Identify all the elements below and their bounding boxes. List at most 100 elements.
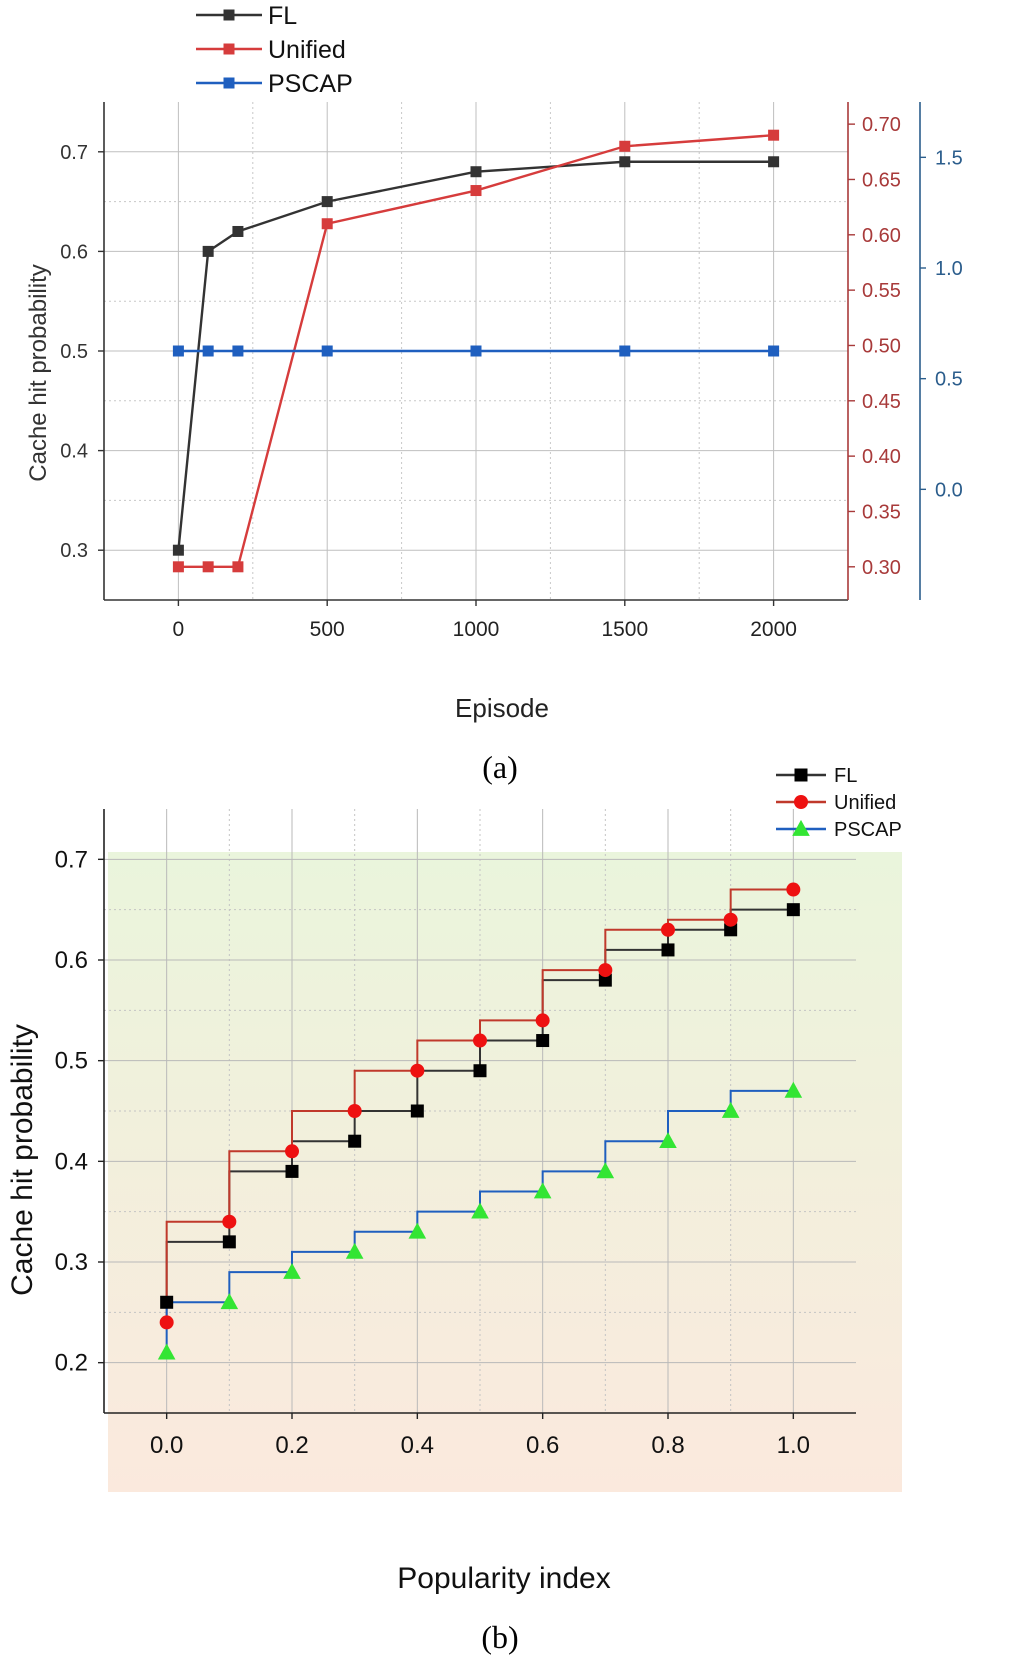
- chart-a-right-blue-tick-labels: 0.0 0.5 1.0 1.5: [935, 147, 963, 501]
- chart-b-unified-point: [222, 1214, 237, 1229]
- chart-b-x-tick-label: 0.0: [150, 1432, 183, 1459]
- chart-b-legend-unified-marker: [794, 795, 808, 809]
- chart-b-unified-point: [410, 1063, 425, 1078]
- chart-a-y-tick-label: 0.4: [60, 441, 88, 463]
- chart-b-x-tick-label: 1.0: [777, 1432, 810, 1459]
- chart-b-pscap-point: [533, 1182, 552, 1199]
- chart-a-x-axis-label: Episode: [455, 693, 549, 723]
- chart-a-legend-unified-label: Unified: [268, 36, 346, 64]
- chart-a-fl-point: [172, 544, 184, 556]
- chart-a-pscap-point: [232, 345, 244, 357]
- chart-b-y-tick-label: 0.4: [55, 1148, 88, 1175]
- chart-b-fl-point: [410, 1104, 424, 1118]
- chart-a-fl-point: [619, 156, 631, 168]
- chart-b-y-tick-label: 0.5: [55, 1048, 88, 1075]
- chart-a-pscap-point: [470, 345, 482, 357]
- chart-b-y-tick-label: 0.7: [55, 846, 88, 873]
- chart-a-x-tick-label: 1500: [601, 618, 648, 641]
- chart-a-right-red-tick-label: 0.40: [862, 446, 901, 468]
- chart-a-series: [172, 129, 780, 573]
- chart-a-caption: (a): [482, 749, 518, 785]
- chart-b-x-tick-label: 0.2: [275, 1432, 308, 1459]
- chart-a-pscap-point: [321, 345, 333, 357]
- chart-b-fl-point: [786, 903, 800, 917]
- chart-b-fl-point: [222, 1235, 236, 1249]
- chart-b-unified-point: [473, 1033, 487, 1048]
- chart-b-fl-point: [348, 1134, 362, 1148]
- chart-b-pscap-point: [471, 1202, 489, 1219]
- chart-a-unified-point: [172, 561, 184, 573]
- chart-a-legend-pscap-label: PSCAP: [268, 70, 353, 98]
- chart-a-unified-point: [470, 185, 482, 197]
- chart-a: 0 500 1000 1500 2000 0.30.40.50.60.7 0.300.3…: [25, 2, 963, 785]
- chart-b-y-tick-label: 0.2: [55, 1350, 88, 1377]
- chart-b-y-axis-label: Cache hit probability: [6, 1024, 39, 1296]
- chart-a-legend-fl-label: FL: [268, 2, 297, 30]
- chart-a-axes: [98, 102, 926, 606]
- chart-b-fl-point: [661, 943, 675, 957]
- chart-b-caption: (b): [481, 1619, 518, 1655]
- chart-b-plot-background: [108, 852, 902, 1492]
- chart-a-right-red-tick-labels: 0.30 0.35 0.40 0.45 0.50 0.55 0.60 0.65 0.70: [862, 114, 901, 579]
- chart-b-axes: [98, 809, 856, 1419]
- chart-a-right-red-tick-label: 0.55: [862, 280, 901, 302]
- chart-a-right-blue-tick-label: 1.5: [935, 147, 963, 169]
- chart-b-fl-point: [598, 973, 612, 987]
- chart-a-right-red-tick-label: 0.60: [862, 225, 901, 247]
- chart-a-right-red-tick-label: 0.65: [862, 169, 901, 191]
- chart-b-fl-point: [473, 1064, 487, 1078]
- chart-a-pscap-point: [768, 345, 780, 357]
- chart-b-legend-pscap-label: PSCAP: [834, 819, 902, 841]
- chart-b-pscap-point: [157, 1343, 176, 1360]
- chart-b-unified-point: [723, 912, 738, 927]
- chart-b-y-tick-label: 0.6: [55, 947, 88, 974]
- chart-a-right-blue-tick-label: 1.0: [935, 258, 963, 280]
- chart-b-fl-point: [724, 923, 738, 937]
- chart-a-right-blue-tick-label: 0.5: [935, 369, 963, 391]
- chart-a-right-blue-tick-label: 0.0: [935, 479, 963, 501]
- chart-a-legend: FL Unified PSCAP: [196, 2, 353, 98]
- chart-b-pscap-point: [721, 1101, 740, 1118]
- chart-b-legend-fl-marker: [794, 768, 808, 782]
- chart-b-x-tick-labels: 0.0 0.2 0.4 0.6 0.8 1.0: [150, 1432, 810, 1459]
- chart-a-pscap-point: [172, 345, 184, 357]
- chart-a-right-red-tick-label: 0.50: [862, 335, 901, 357]
- chart-b-unified-point: [159, 1315, 174, 1330]
- chart-a-fl-point: [470, 166, 482, 178]
- chart-b-unified-point: [598, 963, 613, 978]
- chart-a-unified-point: [619, 140, 631, 152]
- chart-b-pscap-point: [283, 1262, 301, 1279]
- chart-b-pscap-point: [659, 1132, 677, 1149]
- chart-a-right-red-tick-label: 0.30: [862, 557, 901, 579]
- chart-a-unified-point: [232, 561, 244, 573]
- chart-a-y-tick-labels: 0.3 0.4 0.5 0.6 0.7: [60, 142, 88, 562]
- chart-b-x-axis-label: Popularity index: [397, 1562, 610, 1595]
- chart-b-y-tick-label: 0.3: [55, 1249, 88, 1276]
- chart-b-y-tick-labels: 0.2 0.3 0.4 0.5 0.6 0.7: [55, 846, 88, 1376]
- chart-b-fl-point: [160, 1295, 174, 1309]
- chart-a-y-tick-label: 0.3: [60, 540, 88, 562]
- chart-b-unified-point: [347, 1104, 362, 1118]
- chart-a-grid: [104, 102, 848, 600]
- chart-b-unified-point: [535, 1013, 550, 1028]
- chart-b-series: [157, 882, 803, 1360]
- chart-a-unified-point: [321, 218, 333, 230]
- chart-a-right-red-tick-label: 0.45: [862, 391, 901, 413]
- chart-a-unified-point: [768, 129, 780, 141]
- chart-b: 0.0 0.2 0.4 0.6 0.8 1.0 0.2 0.3 0.4 0.5 0.6 0.7 FL…: [6, 765, 902, 1655]
- chart-a-legend-fl-marker: [223, 9, 235, 21]
- chart-b-x-tick-label: 0.4: [401, 1432, 434, 1459]
- chart-a-fl-point: [232, 225, 244, 237]
- chart-a-fl-point: [321, 196, 333, 208]
- chart-b-legend-pscap-marker: [792, 819, 810, 836]
- chart-a-y-tick-label: 0.6: [60, 241, 88, 263]
- chart-a-right-red-tick-label: 0.35: [862, 501, 901, 523]
- chart-a-x-tick-labels: 0 500 1000 1500 2000: [173, 618, 797, 641]
- chart-a-y-tick-label: 0.5: [60, 341, 88, 363]
- chart-b-legend-fl-label: FL: [834, 765, 857, 787]
- chart-b-unified-point: [786, 882, 801, 897]
- chart-b-legend: FL Unified PSCAP: [776, 765, 902, 841]
- chart-b-pscap-point: [596, 1162, 615, 1179]
- chart-b-unified-point: [661, 922, 675, 937]
- chart-a-x-tick-label: 500: [310, 618, 345, 641]
